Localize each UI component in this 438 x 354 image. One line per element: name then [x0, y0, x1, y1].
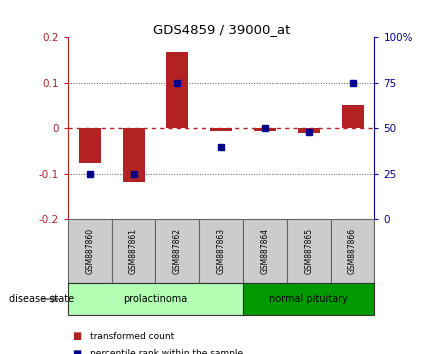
- Bar: [243, 283, 374, 315]
- Text: normal pituitary: normal pituitary: [269, 294, 348, 304]
- Text: GSM887863: GSM887863: [217, 228, 226, 274]
- Text: prolactinoma: prolactinoma: [124, 294, 187, 304]
- Text: GSM887861: GSM887861: [129, 228, 138, 274]
- Text: ■: ■: [72, 331, 81, 341]
- Text: GSM887866: GSM887866: [348, 228, 357, 274]
- Bar: [68, 219, 112, 283]
- Bar: [254, 128, 276, 131]
- Text: ■: ■: [72, 349, 81, 354]
- Bar: [331, 219, 374, 283]
- Bar: [287, 219, 331, 283]
- Bar: [123, 128, 145, 182]
- Text: percentile rank within the sample: percentile rank within the sample: [90, 349, 243, 354]
- Bar: [68, 283, 243, 315]
- Text: GSM887864: GSM887864: [261, 228, 269, 274]
- Bar: [79, 128, 101, 162]
- Text: GSM887862: GSM887862: [173, 228, 182, 274]
- Text: transformed count: transformed count: [90, 332, 174, 341]
- Bar: [166, 52, 188, 128]
- Bar: [112, 219, 155, 283]
- Bar: [155, 219, 199, 283]
- Bar: [243, 219, 287, 283]
- Text: GSM887860: GSM887860: [85, 228, 94, 274]
- Bar: [210, 128, 232, 131]
- Text: disease state: disease state: [9, 294, 74, 304]
- Bar: [199, 219, 243, 283]
- Bar: [298, 128, 320, 133]
- Text: GSM887865: GSM887865: [304, 228, 313, 274]
- Title: GDS4859 / 39000_at: GDS4859 / 39000_at: [152, 23, 290, 36]
- Bar: [342, 105, 364, 128]
